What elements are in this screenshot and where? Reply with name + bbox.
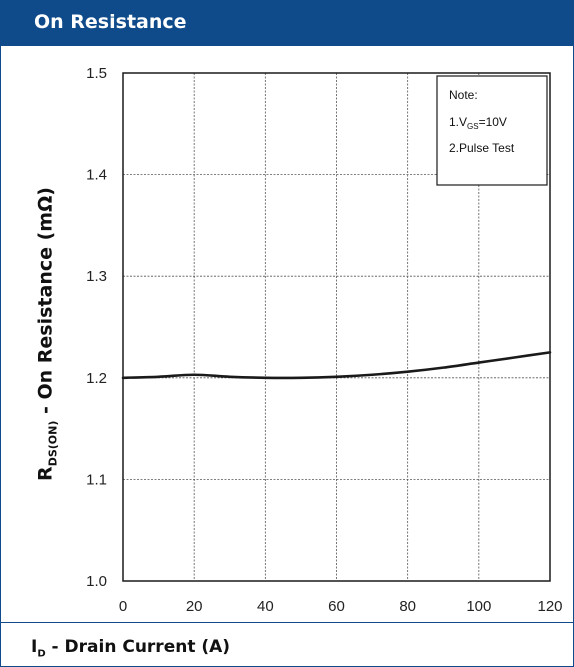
note-title: Note: <box>449 88 478 102</box>
y-tick-label-2: 1.2 <box>86 370 107 387</box>
series-group <box>121 351 552 380</box>
y-tick-label-1: 1.1 <box>86 471 107 488</box>
note-line2: 2.Pulse Test <box>449 141 515 155</box>
y-tick-labels: 1.0 1.1 1.2 1.3 1.4 1.5 <box>86 65 107 590</box>
note-line1: 1.VGS=10V <box>449 115 507 131</box>
note-line1-rest: =10V <box>479 115 507 129</box>
x-tick-labels: 0 20 40 60 80 100 120 <box>119 598 563 615</box>
y-tick-label-3: 1.3 <box>86 268 107 285</box>
x-axis-label-rest: - Drain Current (A) <box>45 637 231 657</box>
x-tick-label-0: 0 <box>119 598 127 615</box>
chart-header: On Resistance <box>1 1 573 46</box>
note-line1-sub: GS <box>467 122 479 131</box>
x-axis-label-main: I <box>31 637 38 657</box>
note-box-border <box>436 75 548 186</box>
x-tick-label-6: 120 <box>537 598 562 615</box>
note-line1-prefix: 1.V <box>449 115 467 129</box>
x-tick-label-1: 20 <box>186 598 203 615</box>
chart-title: On Resistance <box>34 11 187 33</box>
y-tick-label-5: 1.5 <box>86 65 107 82</box>
x-tick-label-2: 40 <box>257 598 274 615</box>
y-tick-label-0: 1.0 <box>86 573 107 590</box>
x-axis-label: ID - Drain Current (A) <box>31 637 230 659</box>
x-tick-label-3: 60 <box>328 598 345 615</box>
series-line-0 <box>121 351 552 380</box>
x-tick-label-5: 100 <box>466 598 491 615</box>
note-box: Note: 1.VGS=10V 2.Pulse Test <box>436 75 548 186</box>
y-tick-label-4: 1.4 <box>86 167 107 184</box>
x-tick-label-4: 80 <box>399 598 416 615</box>
x-axis-label-sub: D <box>37 648 46 660</box>
plot-border <box>122 72 551 582</box>
plot-area: 1.0 1.1 1.2 1.3 1.4 1.5 0 20 40 60 80 100 120 Note:… <box>86 65 563 615</box>
footer-divider <box>1 622 573 623</box>
